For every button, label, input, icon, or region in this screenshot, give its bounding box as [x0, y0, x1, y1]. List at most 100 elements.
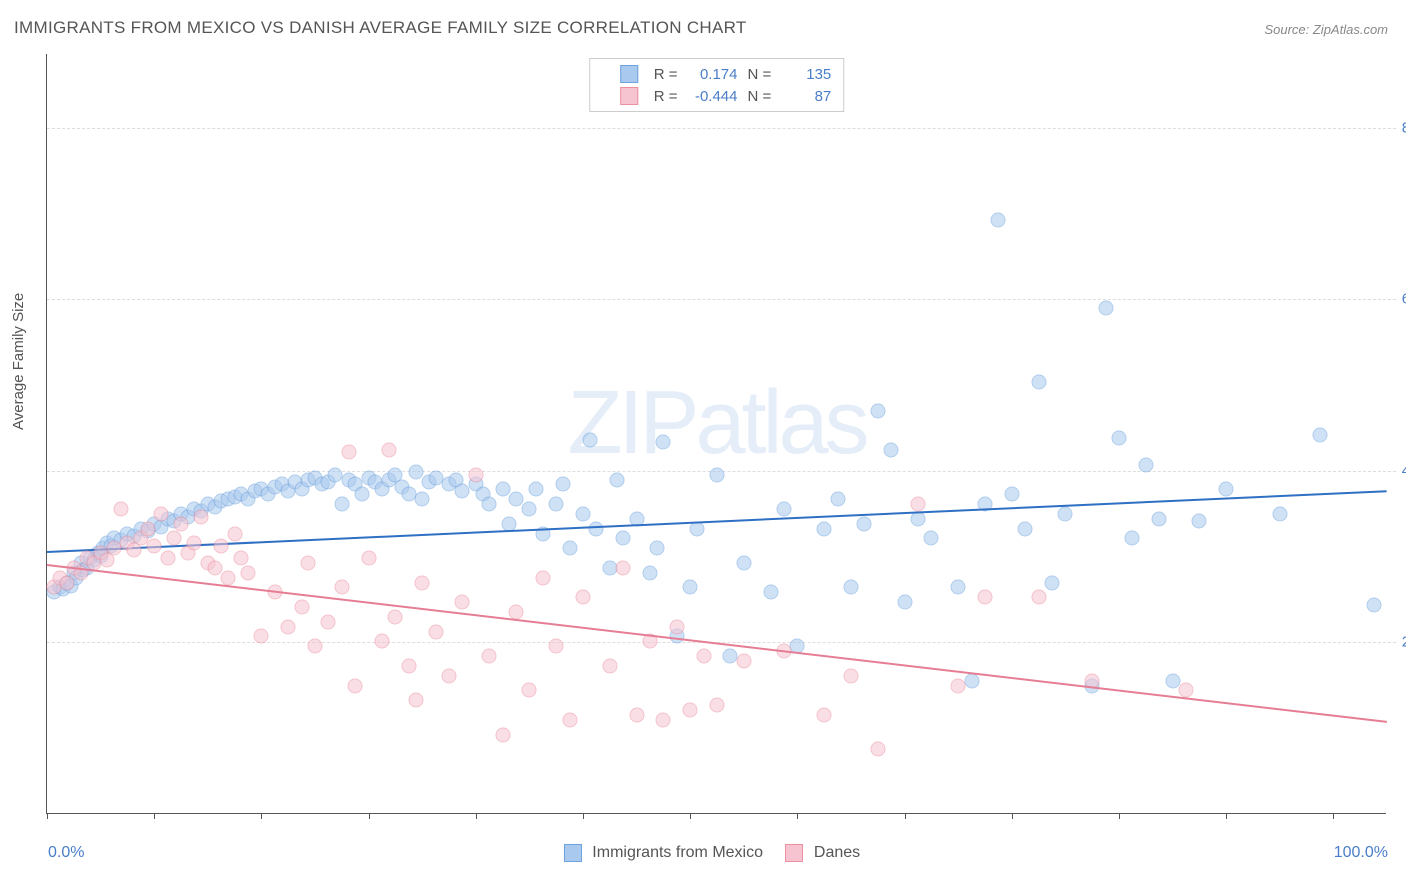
scatter-point	[442, 668, 457, 683]
r-label: R =	[654, 66, 678, 83]
scatter-point	[408, 464, 423, 479]
scatter-point	[736, 555, 751, 570]
scatter-point	[884, 443, 899, 458]
scatter-point	[294, 600, 309, 615]
x-tick	[905, 813, 906, 819]
scatter-point	[870, 403, 885, 418]
scatter-point	[656, 435, 671, 450]
scatter-point	[683, 703, 698, 718]
scatter-point	[844, 668, 859, 683]
scatter-point	[220, 570, 235, 585]
scatter-point	[817, 707, 832, 722]
scatter-point	[241, 565, 256, 580]
scatter-point	[1018, 521, 1033, 536]
scatter-point	[1004, 487, 1019, 502]
scatter-point	[468, 467, 483, 482]
plot-area: ZIPatlas R = 0.174 N = 135 R = -0.444 N …	[46, 54, 1386, 814]
n-value-1: 87	[781, 88, 831, 105]
scatter-point	[1098, 300, 1113, 315]
scatter-point	[1045, 575, 1060, 590]
legend-row-series-0: R = 0.174 N = 135	[602, 63, 832, 85]
x-tick	[690, 813, 691, 819]
scatter-point	[207, 560, 222, 575]
scatter-point	[669, 619, 684, 634]
scatter-point	[1165, 673, 1180, 688]
x-tick	[154, 813, 155, 819]
scatter-point	[455, 595, 470, 610]
scatter-point	[602, 658, 617, 673]
scatter-point	[334, 580, 349, 595]
scatter-point	[321, 614, 336, 629]
scatter-point	[281, 619, 296, 634]
y-tick-label: 8.00	[1391, 119, 1406, 136]
x-tick	[1012, 813, 1013, 819]
scatter-point	[1152, 511, 1167, 526]
scatter-point	[616, 560, 631, 575]
grid-line	[47, 128, 1396, 129]
r-value-1: -0.444	[688, 88, 738, 105]
correlation-legend: R = 0.174 N = 135 R = -0.444 N = 87	[589, 58, 845, 112]
scatter-point	[415, 575, 430, 590]
scatter-point	[978, 590, 993, 605]
scatter-point	[140, 521, 155, 536]
scatter-point	[870, 742, 885, 757]
scatter-point	[710, 467, 725, 482]
x-tick	[1119, 813, 1120, 819]
scatter-point	[1272, 506, 1287, 521]
legend-label-series-1: Danes	[814, 844, 860, 861]
scatter-point	[354, 487, 369, 502]
y-tick-label: 6.25	[1391, 291, 1406, 308]
scatter-point	[1031, 374, 1046, 389]
scatter-point	[113, 502, 128, 517]
n-label: N =	[748, 66, 772, 83]
scatter-point	[763, 585, 778, 600]
scatter-point	[160, 551, 175, 566]
scatter-point	[897, 595, 912, 610]
scatter-point	[308, 639, 323, 654]
scatter-point	[535, 570, 550, 585]
scatter-point	[1112, 431, 1127, 446]
scatter-point	[777, 502, 792, 517]
scatter-point	[147, 539, 162, 554]
scatter-point	[844, 580, 859, 595]
scatter-point	[174, 516, 189, 531]
scatter-point	[736, 654, 751, 669]
scatter-point	[522, 683, 537, 698]
scatter-point	[301, 555, 316, 570]
scatter-point	[1366, 598, 1381, 613]
scatter-point	[482, 649, 497, 664]
scatter-point	[924, 531, 939, 546]
scatter-point	[629, 707, 644, 722]
x-tick	[476, 813, 477, 819]
scatter-point	[1192, 513, 1207, 528]
scatter-point	[576, 590, 591, 605]
legend-swatch-0	[620, 65, 638, 83]
scatter-point	[616, 531, 631, 546]
n-value-0: 135	[781, 66, 831, 83]
scatter-point	[381, 443, 396, 458]
scatter-point	[388, 609, 403, 624]
x-tick	[369, 813, 370, 819]
legend-row-series-1: R = -0.444 N = 87	[602, 85, 832, 107]
scatter-point	[401, 658, 416, 673]
scatter-point	[194, 509, 209, 524]
scatter-point	[1313, 428, 1328, 443]
scatter-point	[1058, 506, 1073, 521]
scatter-point	[509, 604, 524, 619]
scatter-point	[857, 516, 872, 531]
x-tick	[261, 813, 262, 819]
scatter-point	[361, 551, 376, 566]
scatter-point	[991, 212, 1006, 227]
scatter-point	[582, 433, 597, 448]
scatter-point	[656, 712, 671, 727]
scatter-point	[951, 580, 966, 595]
x-tick	[583, 813, 584, 819]
scatter-point	[576, 506, 591, 521]
scatter-point	[214, 539, 229, 554]
scatter-point	[1125, 531, 1140, 546]
scatter-point	[817, 521, 832, 536]
x-tick	[47, 813, 48, 819]
scatter-point	[334, 497, 349, 512]
scatter-point	[375, 634, 390, 649]
scatter-point	[951, 678, 966, 693]
